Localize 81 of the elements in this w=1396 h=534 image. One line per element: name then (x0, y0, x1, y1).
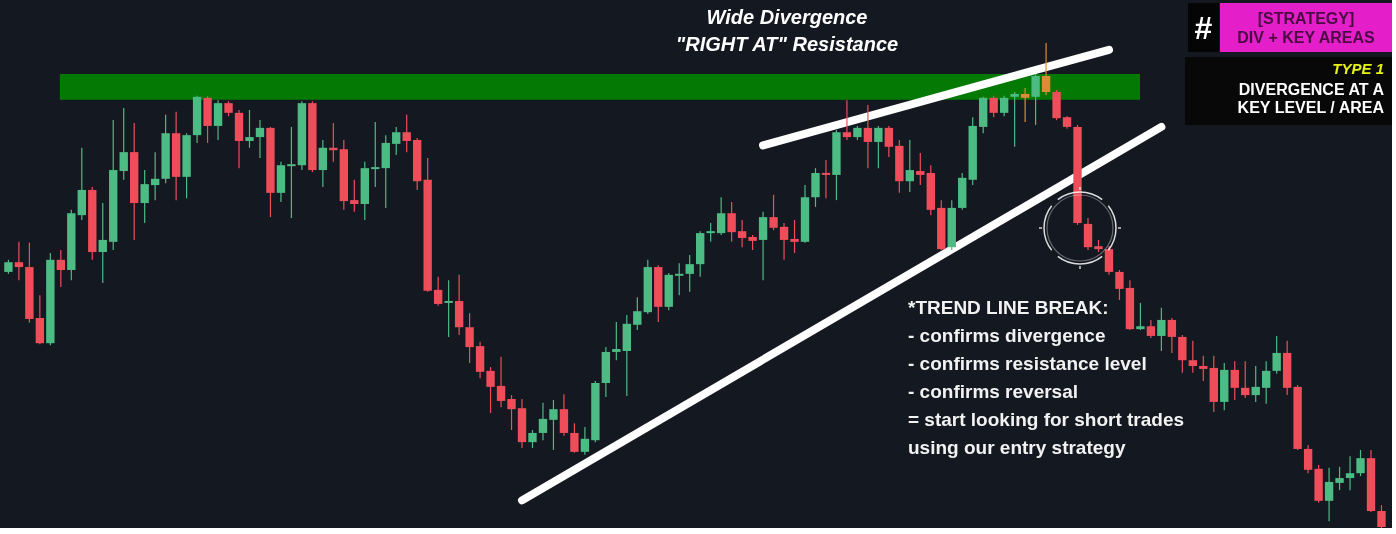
candlestick (14, 241, 24, 281)
annotation: [STRATEGY] DIV + KEY AREAS (1237, 8, 1375, 47)
candlestick (1377, 504, 1386, 528)
candlestick (790, 219, 799, 254)
candlestick (580, 426, 590, 456)
candlestick (119, 107, 128, 181)
candlestick (1178, 334, 1187, 374)
candlestick (1167, 317, 1177, 354)
candlestick (1083, 217, 1093, 251)
candlestick (1199, 355, 1208, 382)
candlestick (633, 296, 642, 331)
candlestick (507, 394, 516, 431)
annotation: Wide Divergence "RIGHT AT" Resistance (675, 5, 899, 57)
candlestick (884, 125, 894, 158)
candlestick (842, 99, 852, 141)
candlestick (758, 211, 768, 281)
candlestick (392, 126, 401, 156)
candlestick (329, 122, 338, 163)
candlestick (444, 279, 453, 338)
candlestick (465, 312, 474, 364)
candlestick (318, 139, 328, 188)
candlestick (821, 159, 831, 199)
candlestick (486, 366, 495, 414)
candlestick (570, 422, 579, 454)
candlestick (1157, 307, 1166, 352)
candlestick (1136, 302, 1145, 331)
candlestick (905, 139, 915, 193)
candlestick (999, 95, 1009, 117)
candlestick (245, 109, 254, 149)
candlestick (874, 125, 883, 169)
candlestick (496, 356, 506, 408)
annotation: TYPE 1 (1332, 60, 1384, 78)
candlestick (402, 114, 411, 153)
candlestick (1241, 360, 1250, 399)
candlestick (779, 222, 789, 261)
candlestick (350, 179, 359, 213)
label-panel: TYPE 1 DIVERGENCE AT A KEY LEVEL / AREA (1185, 57, 1392, 125)
candlestick (1251, 365, 1260, 403)
label-panel: # (1188, 3, 1219, 52)
candlestick (1345, 455, 1355, 491)
candlestick (98, 202, 107, 284)
candlestick (716, 196, 726, 236)
candlestick (612, 321, 621, 361)
candlestick (1335, 466, 1344, 491)
candlestick (1031, 73, 1040, 126)
candlestick (685, 254, 694, 293)
candlestick (1010, 91, 1019, 148)
candlestick (863, 104, 873, 169)
label-panel: [STRATEGY] DIV + KEY AREAS (1220, 3, 1392, 52)
candlestick (1356, 449, 1365, 477)
candlestick (1230, 360, 1239, 401)
candlestick (549, 399, 558, 451)
annotation: *TREND LINE BREAK: - confirms divergence - confirms resistance level - confirms reversal = start looking for short trades using our entry strategy (908, 296, 1185, 460)
candlestick (1115, 269, 1124, 301)
candlestick (727, 201, 736, 243)
candlestick (287, 126, 296, 219)
candlestick (150, 151, 160, 201)
candlestick (371, 121, 380, 188)
candlestick (769, 194, 778, 231)
candlestick (989, 95, 998, 118)
candlestick (56, 249, 66, 288)
candlestick (916, 152, 925, 186)
annotation: DIVERGENCE AT A KEY LEVEL / AREA (1237, 81, 1384, 117)
candlestick (737, 219, 747, 248)
candlestick (1104, 245, 1114, 276)
candlestick (140, 169, 149, 224)
candlestick (538, 402, 548, 441)
candlestick (255, 119, 265, 159)
candlestick (1188, 340, 1198, 374)
annotation: # (1194, 9, 1213, 46)
candlestick (675, 262, 684, 296)
candlestick (213, 99, 223, 141)
candlestick (1041, 42, 1051, 96)
candlestick (706, 222, 715, 243)
candlestick (1303, 444, 1313, 474)
candlestick (559, 393, 569, 437)
candlestick (1020, 87, 1030, 123)
candlestick (433, 276, 443, 307)
candlestick (1262, 360, 1271, 405)
candlestick (1324, 467, 1334, 522)
candlestick (1272, 335, 1281, 375)
